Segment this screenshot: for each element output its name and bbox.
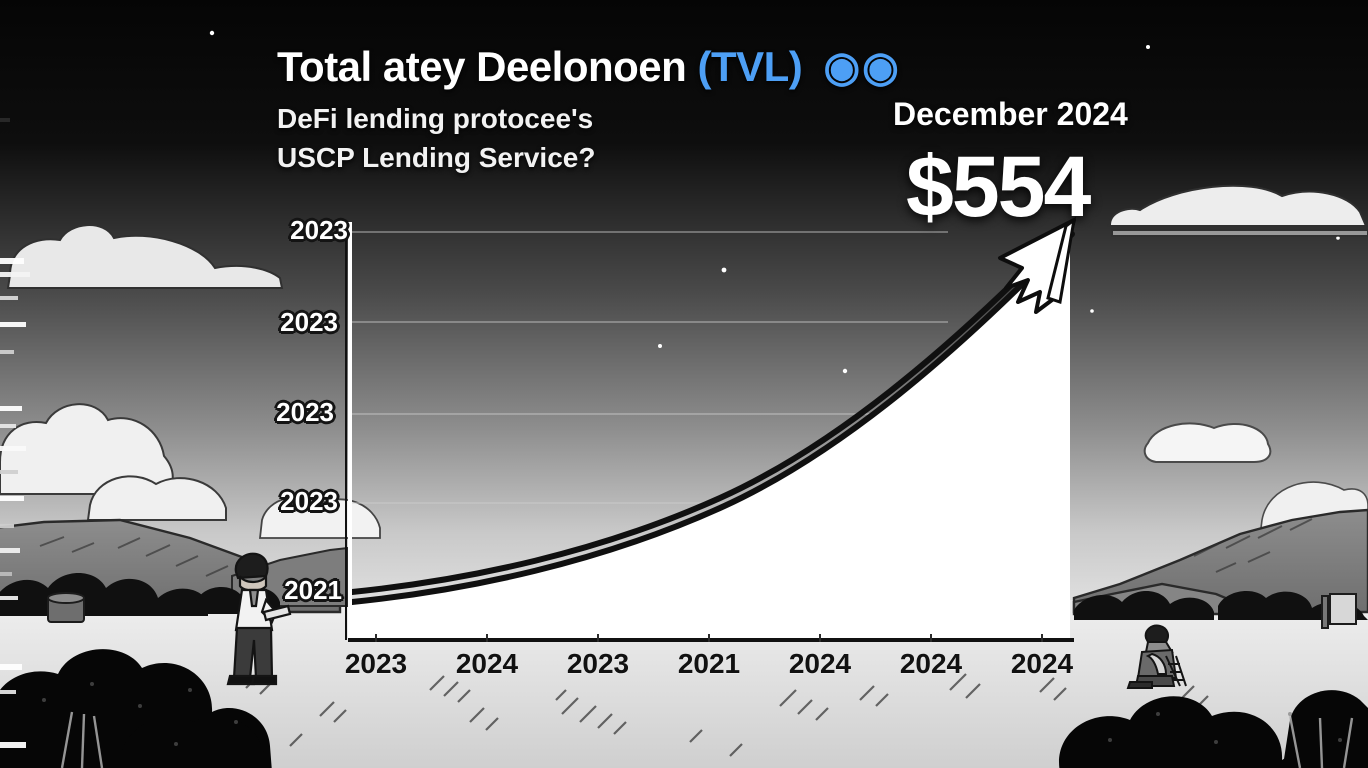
callout-date-label: December 2024 (893, 96, 1128, 132)
x-axis-tick-2: 2023 (543, 648, 653, 680)
y-axis-tick-label: 2023 (280, 307, 338, 337)
two-ring-dots-icon: ◉◉ (823, 43, 901, 90)
cloud-right-middle (1143, 422, 1272, 463)
x-axis-tick-label: 2023 (566, 648, 630, 679)
x-axis-tick-3: 2021 (654, 648, 764, 680)
seated-person-figure (1126, 624, 1187, 689)
scanline-artifacts (0, 118, 30, 748)
area-fill (352, 232, 1070, 638)
x-axis-tick-label: 2024 (455, 648, 519, 679)
x-axis-tick-label: 2021 (677, 648, 741, 679)
x-tick-marks (375, 634, 1043, 642)
y-axis-tick-label: 2023 (280, 486, 338, 516)
page-title: Total atey Deelonoen (TVL) ◉◉ (277, 42, 901, 91)
x-axis-tick-4: 2024 (765, 648, 875, 680)
page-title-accent: (TVL) (697, 43, 803, 90)
hill-strokes (39, 518, 1313, 577)
cloud-right-upper (1107, 184, 1368, 237)
y-axis-tick-1: 2023 (248, 307, 338, 338)
cloud-left-upper (6, 224, 284, 289)
y-axis-tick-4: 2021 (252, 575, 342, 606)
page-title-main: Total atey Deelonoen (277, 43, 687, 90)
arrow-shaft (1046, 216, 1077, 304)
page-subtitle: DeFi lending protocee's USCP Lending Ser… (277, 103, 596, 173)
y-axis-tick-3: 2023 (248, 486, 338, 517)
trend-curve-inner (349, 231, 1075, 605)
callout-value-label: $554 (906, 139, 1091, 235)
x-axis-tick-6: 2024 (987, 648, 1097, 680)
x-axis-tick-label: 2024 (1010, 648, 1074, 679)
y-axis-tick-label: 2023 (290, 215, 348, 245)
bush-stems (60, 711, 1354, 768)
x-axis-tick-label: 2024 (788, 648, 852, 679)
x-axis-tick-label: 2023 (344, 648, 408, 679)
y-axis-tick-0: 2023 (258, 215, 348, 246)
bush-speckles (42, 682, 1342, 746)
x-axis-tick-0: 2023 (321, 648, 431, 680)
standing-person-figure (226, 552, 292, 686)
barrel (47, 592, 85, 623)
y-axis-tick-label: 2021 (284, 575, 342, 605)
trend-curve-outer (349, 221, 1075, 595)
y-axis-tick-label: 2023 (276, 397, 334, 427)
cloud-left-lower (0, 403, 227, 521)
x-axis-tick-1: 2024 (432, 648, 542, 680)
y-axis-tick-2: 2023 (244, 397, 334, 428)
x-axis-tick-label: 2024 (899, 648, 963, 679)
up-right-arrow-icon (998, 218, 1076, 314)
fence-post (1321, 593, 1357, 629)
x-axis-tick-5: 2024 (876, 648, 986, 680)
